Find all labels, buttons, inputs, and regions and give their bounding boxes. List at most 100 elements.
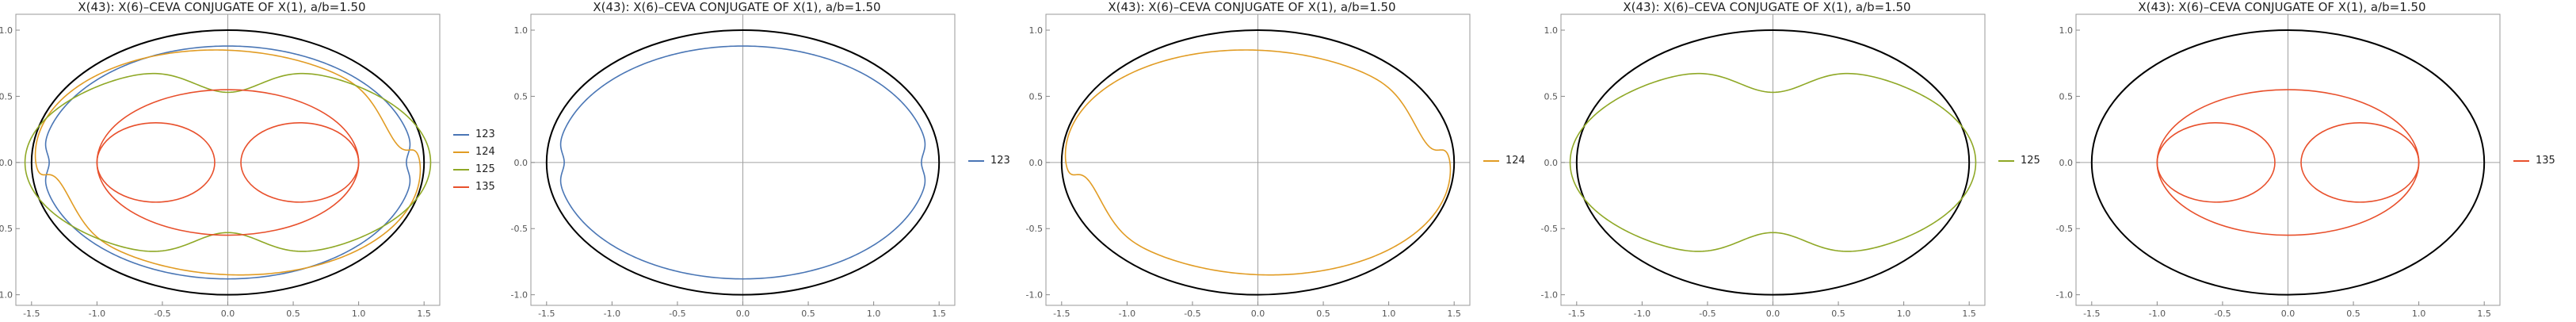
legend-item: 125 xyxy=(1998,155,2040,167)
x-tick-label: 0.5 xyxy=(801,309,815,319)
y-tick-label: -0.5 xyxy=(1026,224,1043,234)
plot-area: -1.5 -1.0 -0.5 0.0 0.5 1.0 1.5 -1.0 -0.5 0.0 0.5 1.… xyxy=(1026,13,1471,319)
x-tick-label: 1.0 xyxy=(1382,309,1396,319)
legend-item: 125 xyxy=(453,163,495,175)
x-tick-label: 1.5 xyxy=(1962,309,1976,319)
y-tick-label: 1.0 xyxy=(0,25,13,36)
y-tick-label: 0.5 xyxy=(1544,91,1559,102)
series-123-curve xyxy=(559,45,926,280)
x-tick-label: 0.0 xyxy=(2281,309,2296,319)
series-124-curve xyxy=(1064,49,1452,276)
legend-label: 135 xyxy=(475,181,495,193)
plot-area: -1.5 -1.0 -0.5 0.0 0.5 1.0 1.5 -1.0 -0.5 0.0 0.5 1.… xyxy=(1541,13,1986,319)
chart-title: X(43): X(6)–CEVA CONJUGATE OF X(1), a/b=… xyxy=(1108,0,1396,14)
x-tick-label: 0.5 xyxy=(1316,309,1330,319)
x-tick-label: 1.5 xyxy=(417,309,431,319)
x-tick-label: -0.5 xyxy=(154,309,170,319)
x-tick-label: 0.0 xyxy=(221,309,235,319)
x-tick-label: -1.5 xyxy=(538,309,555,319)
legend-item: 123 xyxy=(453,128,495,140)
legend-swatch xyxy=(1483,159,1499,162)
x-tick-label: -1.0 xyxy=(89,309,105,319)
x-tick-label: 1.0 xyxy=(867,309,881,319)
y-tick-label: -1.0 xyxy=(1541,290,1558,301)
legend-label: 123 xyxy=(990,155,1010,167)
legend: 135 xyxy=(2513,0,2575,322)
x-tick-label: -1.5 xyxy=(2083,309,2100,319)
chart-panel-3: X(43): X(6)–CEVA CONJUGATE OF X(1), a/b=… xyxy=(1026,0,1545,322)
reference-ellipse xyxy=(1575,29,1971,296)
series-123-curve xyxy=(44,45,411,280)
legend-label: 124 xyxy=(475,146,495,158)
plot-area: -1.5 -1.0 -0.5 0.0 0.5 1.0 1.5 -1.0 -0.5 0.0 0.5 1.… xyxy=(511,13,956,319)
legend-item: 135 xyxy=(2513,155,2555,167)
x-tick-label: -0.5 xyxy=(1699,309,1715,319)
y-tick-label: 0.0 xyxy=(1029,158,1044,168)
plot-area: -1.5 -1.0 -0.5 0.0 0.5 1.0 1.5 -1.0 -0.5 0.0 0.5 1.… xyxy=(0,13,441,319)
legend: 123 124 125 135 xyxy=(453,0,515,322)
legend-swatch xyxy=(1998,159,2014,162)
y-tick-label: 0.0 xyxy=(514,158,529,168)
y-tick-label: -1.0 xyxy=(0,290,13,301)
legend-swatch xyxy=(453,168,469,171)
chart-panel-5: X(43): X(6)–CEVA CONJUGATE OF X(1), a/b=… xyxy=(2056,0,2575,322)
legend: 123 xyxy=(968,0,1030,322)
legend-item: 124 xyxy=(1483,155,1525,167)
x-tick-label: 1.5 xyxy=(932,309,946,319)
y-tick-label: 1.0 xyxy=(1544,25,1559,36)
reference-ellipse xyxy=(1060,29,1456,296)
y-tick-label: -0.5 xyxy=(0,224,13,234)
legend-label: 123 xyxy=(475,128,495,140)
y-tick-label: 0.5 xyxy=(1029,91,1044,102)
legend-label: 125 xyxy=(2021,155,2040,167)
plot-area: -1.5 -1.0 -0.5 0.0 0.5 1.0 1.5 -1.0 -0.5 0.0 0.5 1.… xyxy=(2056,13,2501,319)
series-125-curve xyxy=(1569,72,1977,252)
y-tick-label: -0.5 xyxy=(1541,224,1558,234)
legend-item: 123 xyxy=(968,155,1010,167)
x-tick-label: 1.5 xyxy=(1447,309,1461,319)
x-tick-label: -1.0 xyxy=(1634,309,1651,319)
y-tick-label: -1.0 xyxy=(511,290,528,301)
chart-panel-4: X(43): X(6)–CEVA CONJUGATE OF X(1), a/b=… xyxy=(1541,0,2060,322)
y-tick-label: 0.5 xyxy=(0,91,13,102)
legend-swatch xyxy=(2513,159,2529,162)
chart-title: X(43): X(6)–CEVA CONJUGATE OF X(1), a/b=… xyxy=(78,0,366,14)
y-tick-label: -1.0 xyxy=(2056,290,2073,301)
x-tick-label: 0.5 xyxy=(1831,309,1845,319)
x-tick-label: 0.5 xyxy=(2346,309,2360,319)
chart-title: X(43): X(6)–CEVA CONJUGATE OF X(1), a/b=… xyxy=(1623,0,1911,14)
legend-label: 125 xyxy=(475,163,495,175)
legend-label: 135 xyxy=(2536,155,2555,167)
x-tick-label: 1.5 xyxy=(2477,309,2491,319)
series-135-curve xyxy=(96,121,216,203)
y-tick-label: 0.0 xyxy=(1544,158,1559,168)
x-tick-label: -0.5 xyxy=(2214,309,2231,319)
y-tick-label: -1.0 xyxy=(1026,290,1043,301)
y-tick-label: -0.5 xyxy=(511,224,528,234)
legend-swatch xyxy=(453,133,469,136)
legend-swatch xyxy=(453,151,469,153)
reference-ellipse xyxy=(545,29,941,296)
chart-panel-2: X(43): X(6)–CEVA CONJUGATE OF X(1), a/b=… xyxy=(511,0,1030,322)
x-tick-label: -1.5 xyxy=(1568,309,1585,319)
reference-ellipse xyxy=(2090,29,2486,296)
series-125-curve xyxy=(24,72,432,252)
y-tick-label: 0.0 xyxy=(2059,158,2074,168)
series-135-curve xyxy=(240,121,360,203)
x-tick-label: -0.5 xyxy=(669,309,685,319)
x-tick-label: 0.0 xyxy=(1766,309,1780,319)
series-124-curve xyxy=(34,49,422,276)
x-tick-label: 1.0 xyxy=(352,309,366,319)
x-tick-label: -1.0 xyxy=(604,309,620,319)
legend-item: 135 xyxy=(453,181,495,193)
legend-swatch xyxy=(968,159,984,162)
x-tick-label: 0.5 xyxy=(286,309,300,319)
x-tick-label: -1.0 xyxy=(1119,309,1135,319)
legend-swatch xyxy=(453,186,469,188)
x-tick-label: -1.5 xyxy=(1053,309,1070,319)
series-135-curve xyxy=(2300,121,2420,203)
x-tick-label: 0.0 xyxy=(1251,309,1265,319)
x-tick-label: -0.5 xyxy=(1184,309,1200,319)
x-tick-label: -1.5 xyxy=(23,309,40,319)
x-tick-label: -1.0 xyxy=(2149,309,2166,319)
